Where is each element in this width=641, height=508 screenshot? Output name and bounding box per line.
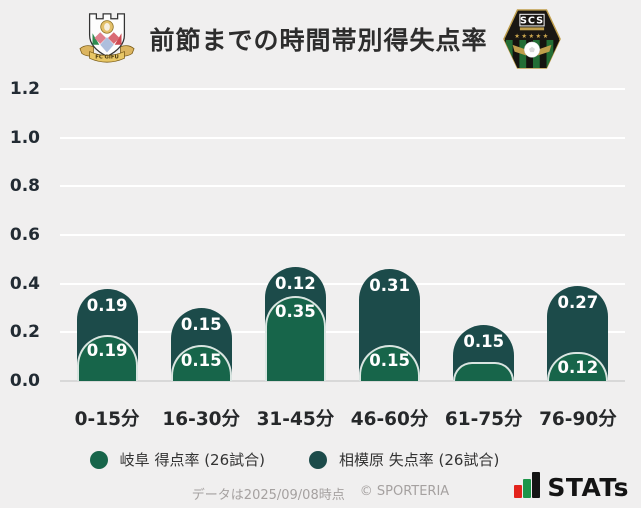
- y-tick-label: 0.6: [9, 225, 40, 245]
- stats-bar-red: [514, 485, 523, 498]
- grid-line: [60, 234, 625, 236]
- data-note: データは2025/09/08時点: [191, 488, 345, 503]
- sc-sagamihara-badge-logo: SCS ★★★★★: [502, 9, 561, 69]
- y-axis: 1.2 1.0 0.8 0.6 0.4 0.2 0.0: [0, 79, 42, 391]
- plot-area: 0.19 0.19 0.15 0.15 0.12 0.35 0.31 0.15 0.15 0.27…: [60, 88, 625, 382]
- copyright: © SPORTERIA: [359, 484, 450, 499]
- legend-label-gifu: 岐阜 得点率 (26試合): [119, 451, 265, 469]
- page-title: 前節までの時間帯別得失点率: [149, 26, 488, 55]
- bar-segment-gifu: [264, 295, 326, 381]
- grid-line: [60, 185, 625, 188]
- y-tick-label: 0.2: [9, 322, 40, 343]
- bar-value-label-gifu: 0.35: [275, 301, 316, 321]
- y-tick-label: 0.4: [9, 273, 40, 294]
- bar-value-label-sagamihara: 0.12: [275, 273, 316, 293]
- bar-value-label-gifu: 0.15: [180, 350, 222, 370]
- bar-value-label-gifu: 0.19: [86, 340, 128, 360]
- y-tick-label: 1.0: [9, 127, 40, 148]
- legend-dot-gifu: [89, 450, 108, 469]
- stats-bar-green: [523, 479, 532, 498]
- bar-value-label-sagamihara: 0.27: [557, 293, 599, 313]
- bar-value-label-gifu: 0.12: [557, 357, 599, 377]
- bar-value-label-sagamihara: 0.15: [180, 315, 222, 334]
- grid-line: [60, 88, 625, 90]
- bar-segment-gifu: [76, 334, 138, 381]
- x-axis-label: 61-75分: [444, 409, 523, 430]
- bar-value-label-sagamihara: 0.15: [463, 332, 505, 352]
- bar-segment-gifu: [453, 361, 515, 381]
- bar-value-label-sagamihara: 0.31: [369, 276, 410, 296]
- grid-line: [60, 282, 625, 285]
- stats-bars-icon: [514, 472, 541, 500]
- y-tick-label: 1.2: [9, 79, 40, 99]
- fc-gifu-crest-logo: FC GIFU: [79, 13, 136, 63]
- badge-stars: ★★★★★: [514, 33, 549, 40]
- x-axis-label: 0-15分: [74, 409, 140, 430]
- legend: 岐阜 得点率 (26試合) 相模原 失点率 (26試合): [0, 449, 615, 470]
- bar-value-label-sagamihara: 0.19: [86, 295, 128, 315]
- scs-badge-text: SCS: [519, 16, 543, 27]
- legend-label-sagamihara: 相模原 失点率 (26試合): [339, 451, 500, 469]
- baseline: [60, 380, 625, 382]
- header: FC GIFU 前節までの時間帯別得失点率 SCS ★★★★★: [0, 6, 641, 72]
- x-axis-label: 31-45分: [256, 409, 335, 430]
- stats-bar-black: [532, 472, 541, 498]
- legend-item-gifu: 岐阜 得点率 (26試合): [89, 449, 265, 470]
- gifu-banner-text: FC GIFU: [96, 54, 120, 60]
- footer: データは2025/09/08時点 © SPORTERIA: [0, 484, 641, 503]
- y-tick-label: 0.0: [9, 371, 40, 391]
- x-axis-label: 16-30分: [162, 409, 241, 430]
- grid-line: [60, 331, 625, 334]
- x-axis: 0-15分 16-30分 31-45分 46-60分 61-75分 76-90分: [60, 405, 625, 431]
- legend-dot-sagamihara: [309, 450, 327, 469]
- stats-brand-text: STATs: [547, 473, 629, 503]
- bar-value-label-gifu: 0.15: [369, 350, 410, 370]
- x-axis-label: 76-90分: [539, 409, 617, 430]
- x-axis-label: 46-60分: [350, 409, 429, 430]
- y-tick-label: 0.8: [9, 176, 40, 197]
- legend-item-sagamihara: 相模原 失点率 (26試合): [309, 449, 499, 470]
- stats-brand: STATs: [514, 472, 629, 500]
- grid-line: [60, 136, 625, 139]
